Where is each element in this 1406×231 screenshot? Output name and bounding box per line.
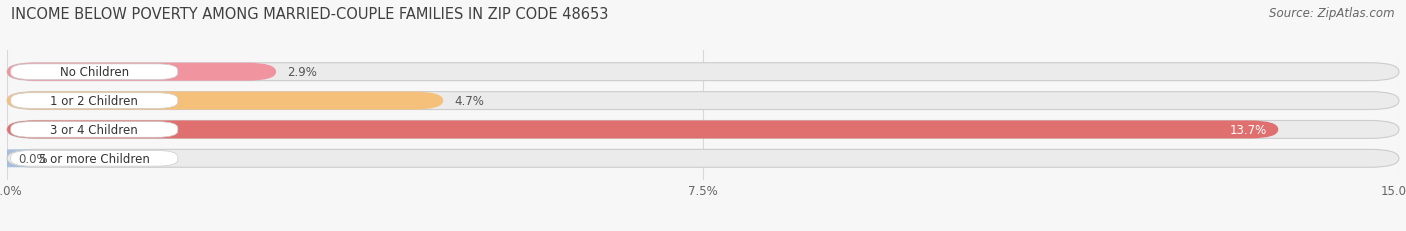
FancyBboxPatch shape [11,65,177,80]
Text: 13.7%: 13.7% [1230,123,1267,136]
Text: 5 or more Children: 5 or more Children [39,152,149,165]
FancyBboxPatch shape [11,122,177,138]
Text: 3 or 4 Children: 3 or 4 Children [51,123,138,136]
Text: 4.7%: 4.7% [454,95,484,108]
Text: No Children: No Children [59,66,129,79]
FancyBboxPatch shape [11,93,177,109]
Text: 0.0%: 0.0% [18,152,48,165]
FancyBboxPatch shape [0,150,35,167]
FancyBboxPatch shape [7,92,1399,110]
FancyBboxPatch shape [7,150,1399,167]
Text: INCOME BELOW POVERTY AMONG MARRIED-COUPLE FAMILIES IN ZIP CODE 48653: INCOME BELOW POVERTY AMONG MARRIED-COUPL… [11,7,609,22]
FancyBboxPatch shape [7,121,1399,139]
Text: Source: ZipAtlas.com: Source: ZipAtlas.com [1270,7,1395,20]
Text: 1 or 2 Children: 1 or 2 Children [51,95,138,108]
FancyBboxPatch shape [11,151,177,166]
FancyBboxPatch shape [7,121,1278,139]
FancyBboxPatch shape [7,64,1399,81]
FancyBboxPatch shape [7,92,443,110]
FancyBboxPatch shape [7,64,276,81]
Text: 2.9%: 2.9% [287,66,318,79]
